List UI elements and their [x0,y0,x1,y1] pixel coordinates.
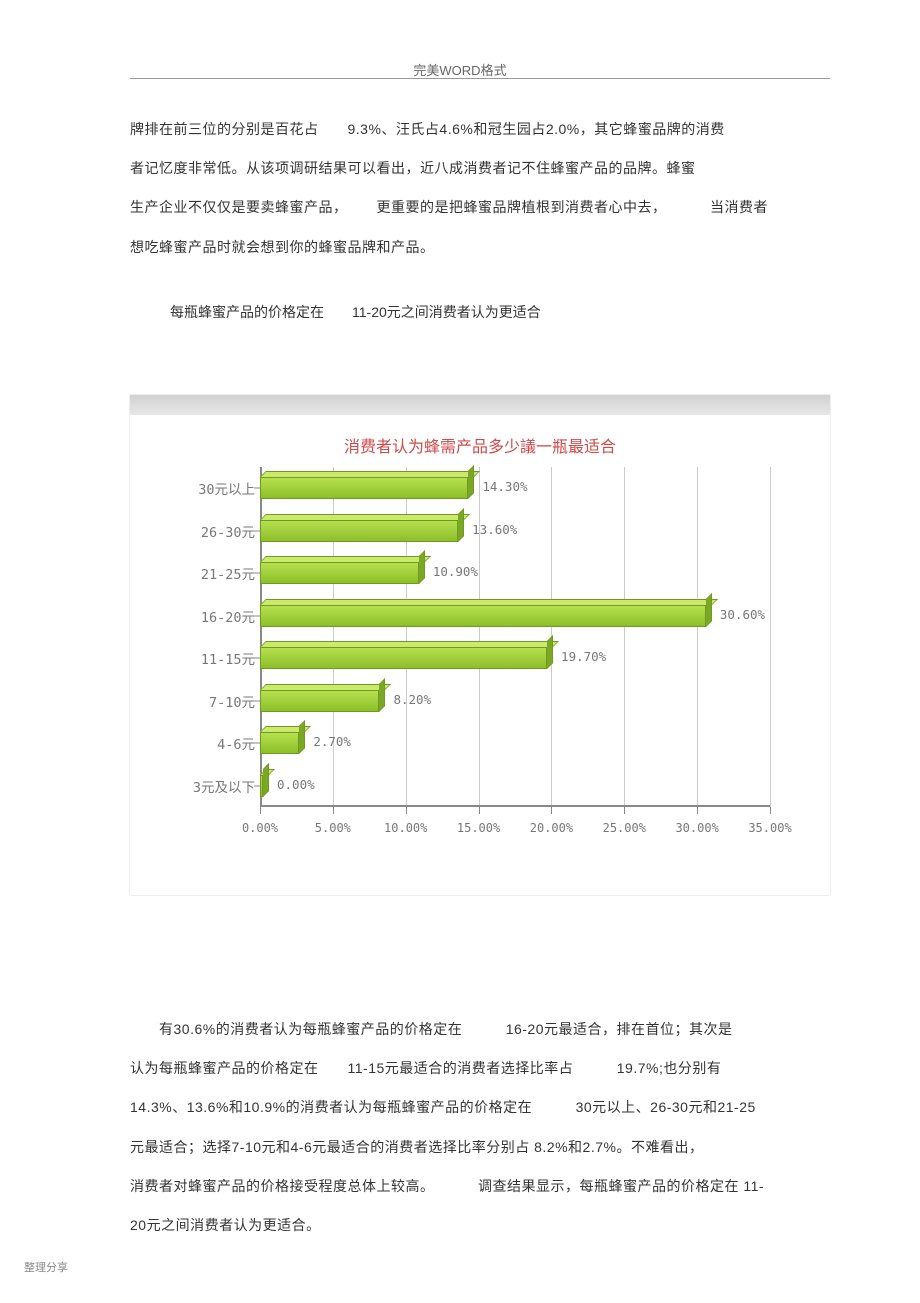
bar-value-label: 30.60% [720,607,765,622]
bar: 30.60% [260,605,706,627]
x-tick [624,807,625,814]
chart-title: 消费者认为蜂需产品多少議一瓶最适合 [130,433,830,457]
gridline [624,467,625,807]
y-axis-label: 3元及以下 [170,776,255,796]
y-axis-label: 7-10元 [170,691,255,711]
y-tick [254,615,260,616]
bar: 19.70% [260,647,547,669]
x-tick [260,807,261,814]
x-axis-label: 20.00% [530,821,573,835]
document-page: 完美WORD格式 牌排在前三位的分别是百花占 9.3%、汪氏占4.6%和冠生园占… [0,0,920,1303]
price-bar-chart: 消费者认为蜂需产品多少議一瓶最适合 0.00% 5.00% 10.00% 15.00%… [130,395,830,895]
x-tick [406,807,407,814]
bar: 14.30% [260,477,468,499]
y-axis-label: 11-15元 [170,648,255,668]
x-axis [260,805,770,807]
y-axis-label: 26-30元 [170,521,255,541]
chart-frame-bar [130,395,830,415]
bar-side-face [706,593,712,627]
chart-plot-area: 0.00%5.00%10.00%15.00%20.00%25.00%30.00%… [260,467,770,807]
x-tick [333,807,334,814]
page-header: 完美WORD格式 [0,60,920,79]
gridline [479,467,480,807]
x-axis-label: 30.00% [675,821,718,835]
bar: 2.70% [260,732,299,754]
header-rule [130,78,830,79]
paragraph-2: 有30.6%的消费者认为每瓶蜂蜜产品的价格定在 16-20元最适合，排在首位；其… [130,1010,830,1245]
bar-value-label: 19.70% [561,649,606,664]
bar-front-face [260,520,458,542]
bar-front-face [260,605,706,627]
y-axis-label: 30元以上 [170,478,255,498]
bar: 0.00% [260,775,263,797]
x-axis-label: 15.00% [457,821,500,835]
text-line: 生产企业不仅仅是要卖蜂蜜产品， 更重要的是把蜂蜜品牌植根到消费者心中去， 当消费… [130,188,830,227]
x-tick [551,807,552,814]
bar-front-face [260,690,379,712]
y-tick [254,530,260,531]
y-tick [254,658,260,659]
text-line: 认为每瓶蜂蜜产品的价格定在 11-15元最适合的消费者选择比率占 19.7%;也… [130,1049,830,1088]
bar-front-face [260,732,299,754]
text-line: 元最适合；选择7-10元和4-6元最适合的消费者选择比率分别占 8.2%和2.7… [130,1128,830,1167]
y-tick [254,785,260,786]
bar-value-label: 10.90% [433,564,478,579]
text-line: 有30.6%的消费者认为每瓶蜂蜜产品的价格定在 16-20元最适合，排在首位；其… [130,1010,830,1049]
x-axis-label: 0.00% [242,821,278,835]
text-line: 消费者对蜂蜜产品的价格接受程度总体上较高。 调查结果显示，每瓶蜂蜜产品的价格定在… [130,1167,830,1206]
y-axis-label: 21-25元 [170,563,255,583]
y-axis-label: 16-20元 [170,606,255,626]
x-axis-label: 25.00% [603,821,646,835]
bar-front-face [260,775,263,797]
gridline [697,467,698,807]
bar-value-label: 0.00% [277,777,315,792]
y-tick [254,743,260,744]
section-heading: 每瓶蜂蜜产品的价格定在 11-20元之间消费者认为更适合 [170,302,541,322]
x-axis-label: 5.00% [315,821,351,835]
x-tick [770,807,771,814]
bar: 8.20% [260,690,379,712]
text-line: 20元之间消费者认为更适合。 [130,1206,830,1245]
y-tick [254,573,260,574]
bar-value-label: 13.60% [472,522,517,537]
bar: 13.60% [260,520,458,542]
bar-front-face [260,562,419,584]
text-line: 者记忆度非常低。从该项调研结果可以看出，近八成消费者记不住蜂蜜产品的品牌。蜂蜜 [130,149,830,188]
x-tick [697,807,698,814]
y-tick [254,488,260,489]
y-axis-label: 4-6元 [170,733,255,753]
bar-value-label: 2.70% [313,734,351,749]
bar-value-label: 8.20% [393,692,431,707]
y-tick [254,700,260,701]
text-line: 牌排在前三位的分别是百花占 9.3%、汪氏占4.6%和冠生园占2.0%，其它蜂蜜… [130,110,830,149]
x-axis-label: 35.00% [748,821,791,835]
footer-note: 整理分享 [24,1259,68,1275]
paragraph-1: 牌排在前三位的分别是百花占 9.3%、汪氏占4.6%和冠生园占2.0%，其它蜂蜜… [130,110,830,267]
x-tick [479,807,480,814]
bar-front-face [260,647,547,669]
bar-side-face [263,763,269,797]
gridline [770,467,771,807]
bar-value-label: 14.30% [482,479,527,494]
text-line: 想吃蜂蜜产品时就会想到你的蜂蜜品牌和产品。 [130,228,830,267]
chart-body: 0.00% 5.00% 10.00% 15.00% 20.00% 25.00% 30.00%… [170,467,790,847]
bar-front-face [260,477,468,499]
bar-side-face [458,508,464,542]
bar: 10.90% [260,562,419,584]
x-axis-label: 10.00% [384,821,427,835]
text-line: 14.3%、13.6%和10.9%的消费者认为每瓶蜂蜜产品的价格定在 30元以上… [130,1088,830,1127]
